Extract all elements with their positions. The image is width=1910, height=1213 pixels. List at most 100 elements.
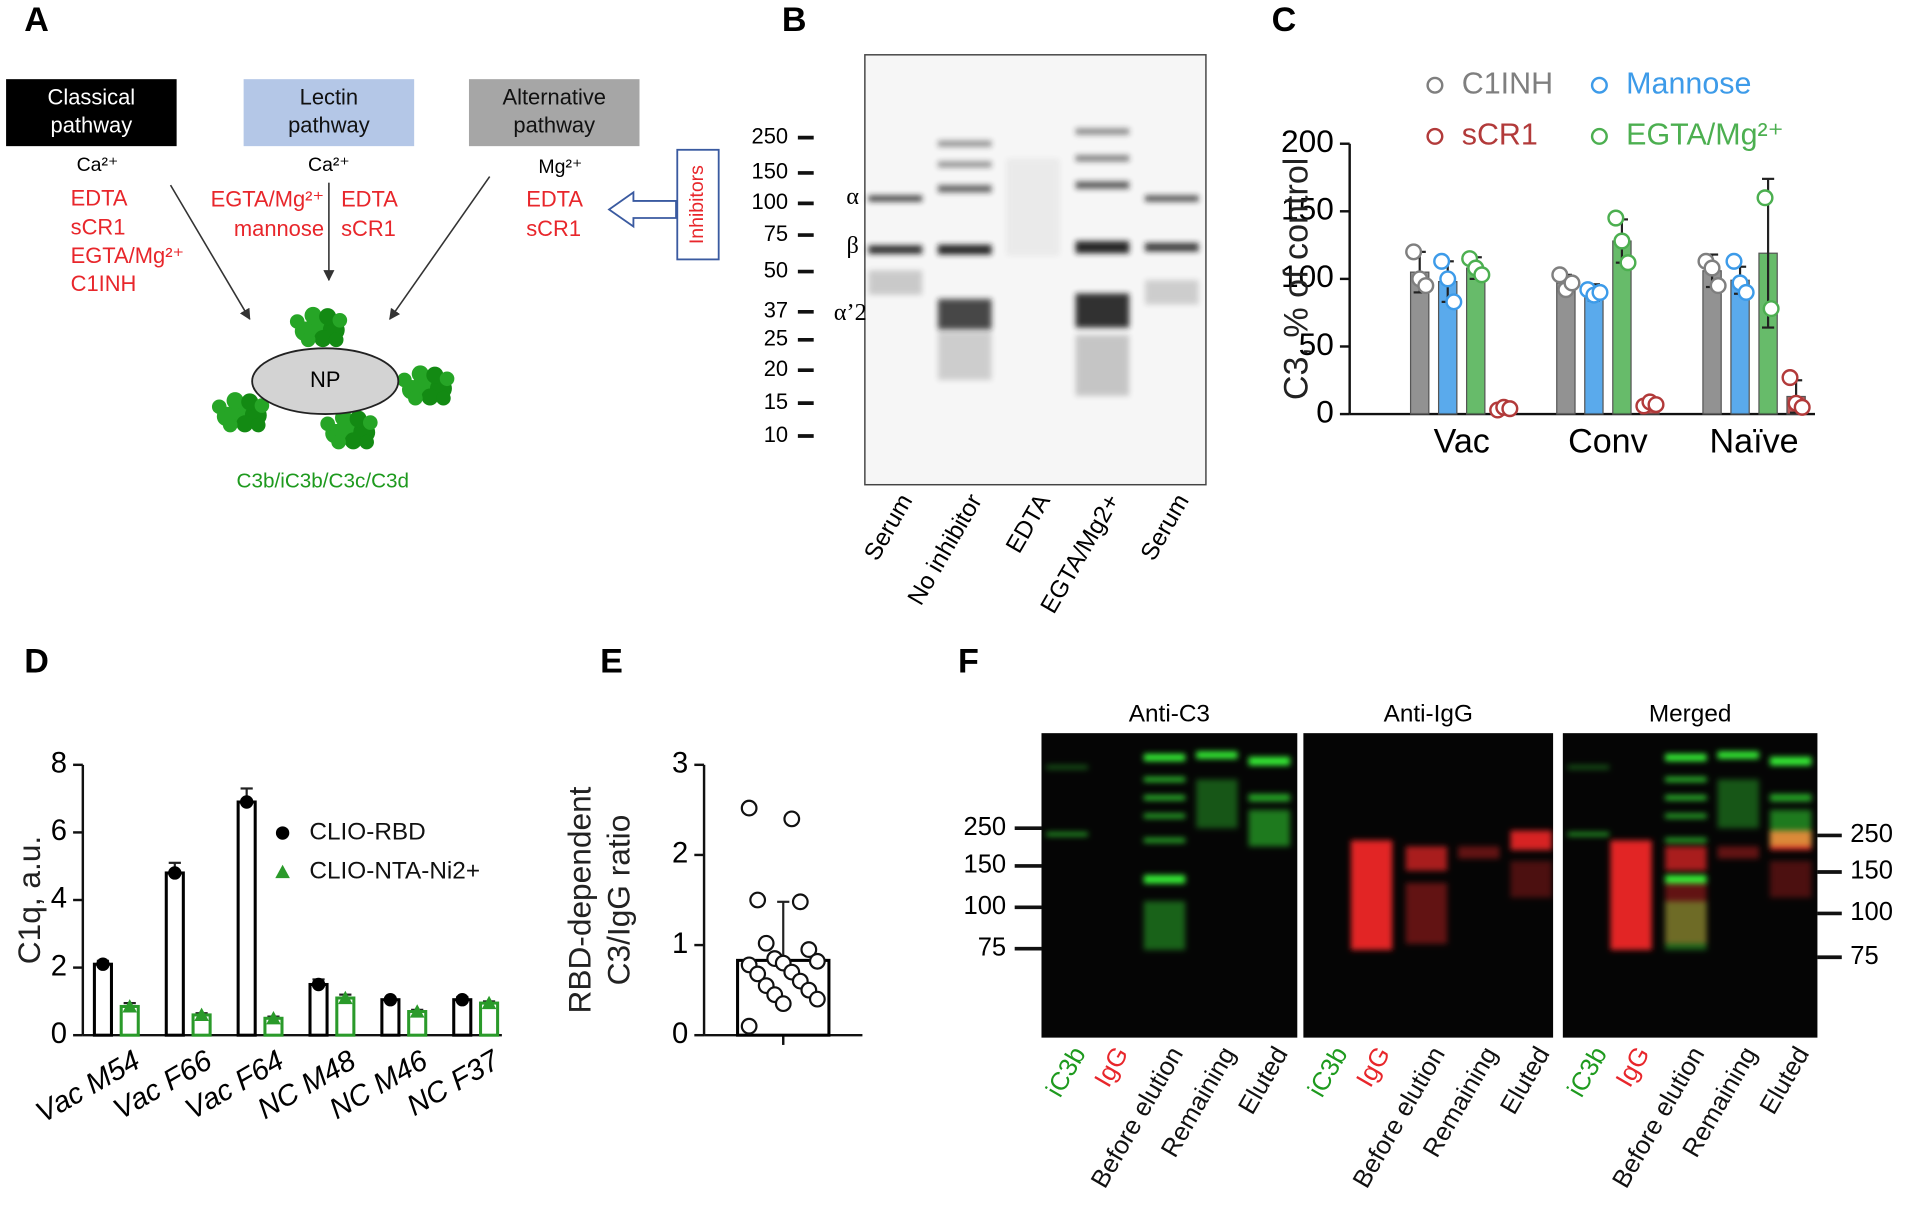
lane-label: Eluted: [1755, 1042, 1815, 1119]
protein-blob: [300, 332, 316, 348]
marker: [1551, 266, 1569, 284]
marker: [338, 990, 353, 1005]
band: [1196, 751, 1238, 759]
band: [1075, 181, 1130, 189]
band-label: β: [846, 232, 858, 259]
band: [937, 331, 992, 380]
data-point: [740, 799, 758, 817]
blot-title: Merged: [1649, 700, 1732, 727]
marker: [455, 993, 469, 1007]
legend-marker: [1590, 127, 1608, 145]
band: [1665, 901, 1707, 950]
lane-label: EDTA: [1001, 489, 1056, 558]
bar: [1465, 267, 1486, 415]
lane-label: iC3b: [1562, 1042, 1613, 1102]
marker-label: 75: [978, 933, 1006, 961]
y-tick-label: 100: [1281, 258, 1334, 294]
y-tick-label: 50: [1299, 326, 1334, 362]
inhibitors-label: Inhibitors: [686, 165, 708, 244]
band: [1075, 128, 1130, 135]
lane-label: Serum: [859, 490, 918, 566]
marker: [239, 795, 254, 809]
marker-label: 250: [752, 123, 789, 148]
protein-blob: [359, 434, 374, 450]
band: [1717, 751, 1759, 759]
x-tick-label: Conv: [1568, 422, 1648, 460]
chart: 0 1 2 3 RBD-dependent C3/IgG ratio: [562, 748, 863, 1050]
protein-blob: [289, 314, 305, 329]
legend-label: CLIO-NTA-Ni2+: [309, 857, 480, 884]
bar: [308, 982, 329, 1037]
marker-label: 20: [764, 356, 788, 381]
particle-label: NP: [310, 367, 340, 392]
band: [1665, 813, 1707, 819]
inhibitor-arrow: [607, 190, 677, 229]
pathway-box: [243, 79, 415, 147]
marker-label: 15: [764, 389, 788, 414]
pathway-title: Classical: [48, 84, 136, 109]
band: [1145, 195, 1199, 202]
band: [1405, 846, 1448, 871]
band: [1510, 830, 1552, 851]
marker-label: 150: [752, 159, 789, 184]
band: [1769, 756, 1812, 766]
y-tick-label: 0: [51, 1018, 67, 1050]
y-tick-label: 150: [1281, 191, 1334, 227]
band: [1510, 861, 1552, 898]
marker: [1619, 254, 1637, 272]
band-label: α’2: [834, 299, 867, 326]
data-point: [757, 934, 775, 952]
c3-fragments: [211, 306, 455, 450]
inhibitor: sCR1: [341, 216, 396, 241]
band: [1717, 779, 1759, 829]
marker: [409, 1004, 425, 1018]
lane-label: IgG: [1351, 1042, 1396, 1092]
legend-marker: [275, 826, 290, 840]
marker: [1709, 277, 1727, 295]
band: [1143, 813, 1186, 819]
data-point: [749, 891, 767, 909]
y-tick-label: 2: [672, 838, 688, 870]
panel-label: E: [600, 643, 623, 681]
band: [1665, 795, 1707, 801]
marker: [1439, 270, 1457, 288]
marker: [1417, 277, 1435, 295]
y-tick-label: 200: [1281, 123, 1334, 159]
lane-label: Serum: [1136, 490, 1195, 566]
protein-blob: [254, 398, 270, 413]
band: [1046, 765, 1088, 770]
pathway-box: [6, 79, 177, 147]
bar: [92, 962, 113, 1037]
y-axis-label: C1q, a.u.: [11, 836, 47, 964]
marker: [1591, 283, 1609, 301]
blot-title: Anti-IgG: [1384, 700, 1473, 727]
marker: [1703, 259, 1721, 277]
protein-blob: [211, 399, 227, 415]
legend-marker: [1426, 76, 1444, 94]
marker: [1433, 252, 1451, 270]
band: [1145, 280, 1199, 305]
lane-label: Eluted: [1495, 1042, 1555, 1119]
panel-label: A: [24, 1, 49, 39]
y-axis-label: C3/IgG ratio: [601, 815, 637, 986]
pathway-diagram: Classical pathway Lectin pathway Alterna…: [6, 79, 720, 493]
fluorescent-blots: Anti-C3 Anti-IgG Merged: [1041, 700, 1818, 1038]
band: [1567, 765, 1610, 770]
lane-label: Eluted: [1233, 1042, 1293, 1119]
y-tick-label: 2: [51, 950, 67, 982]
inhibitor: EDTA: [71, 186, 128, 211]
band: [1143, 837, 1186, 843]
band: [1350, 840, 1393, 950]
marker-label: 250: [964, 813, 1007, 841]
pathway-title: Alternative: [502, 84, 606, 109]
lane-label: iC3b: [1041, 1042, 1092, 1102]
marker: [1613, 232, 1631, 250]
marker: [96, 957, 110, 971]
pathway-box: [468, 79, 640, 147]
marker: [311, 977, 326, 992]
arrow: [169, 184, 251, 321]
band: [1769, 861, 1812, 898]
pathway-title: Lectin: [300, 84, 358, 109]
protein-blob: [331, 434, 346, 450]
